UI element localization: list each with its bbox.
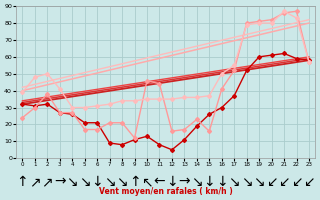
X-axis label: Vent moyen/en rafales ( km/h ): Vent moyen/en rafales ( km/h ) [99,187,233,196]
